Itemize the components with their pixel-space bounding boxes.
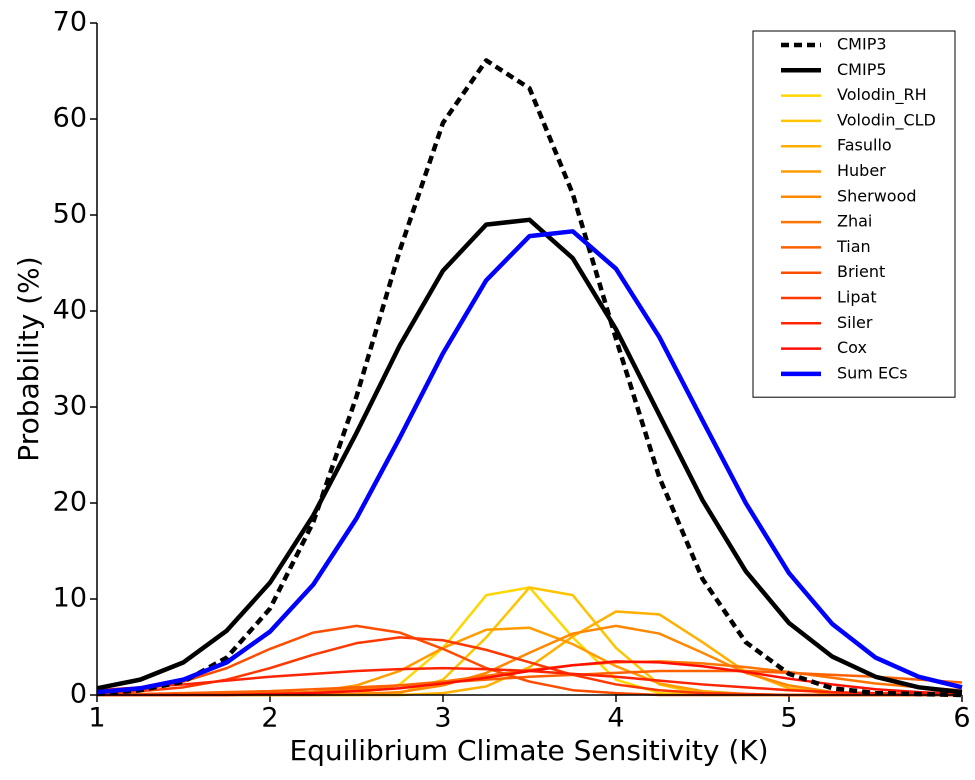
legend-label: Huber xyxy=(837,161,886,180)
legend: CMIP3 CMIP5 Volodin_RH Volodin_CLD Fasullo Hu… xyxy=(752,30,956,398)
y-tick-label: 60 xyxy=(53,103,87,134)
line xyxy=(96,58,963,698)
y-tick-label: 10 xyxy=(53,583,87,614)
legend-label: Volodin_RH xyxy=(837,85,927,105)
legend-label: Tian xyxy=(836,237,871,256)
legend-box xyxy=(752,30,956,398)
line xyxy=(97,669,963,696)
legend-label: CMIP3 xyxy=(837,35,887,54)
y-tick-label: 30 xyxy=(53,391,87,422)
x-tick-label: 3 xyxy=(434,703,451,734)
legend-label: Fasullo xyxy=(837,136,892,155)
y-tick-label: 0 xyxy=(70,679,87,710)
line xyxy=(96,217,963,695)
y-tick-label: 50 xyxy=(53,199,87,230)
legend-label: Sherwood xyxy=(837,186,917,205)
legend-label: Sum ECs xyxy=(837,363,908,382)
x-tick-label: 6 xyxy=(953,703,970,734)
x-tick-label: 1 xyxy=(88,703,105,734)
y-tick-label: 70 xyxy=(53,7,87,38)
y-tick-label: 20 xyxy=(53,487,87,518)
x-tick-label: 4 xyxy=(607,703,624,734)
legend-label: Volodin_CLD xyxy=(837,110,936,130)
y-axis-label: Probability (%) xyxy=(12,256,45,461)
legend-label: CMIP5 xyxy=(837,60,887,79)
x-axis-label: Equilibrium Climate Sensitivity (K) xyxy=(289,734,768,767)
legend-label: Lipat xyxy=(837,288,877,307)
line xyxy=(96,229,963,695)
x-tick-label: 2 xyxy=(261,703,278,734)
y-tick-label: 40 xyxy=(53,295,87,326)
x-tick-label: 5 xyxy=(780,703,797,734)
legend-label: Brient xyxy=(837,262,885,281)
legend-label: Cox xyxy=(837,338,867,357)
legend-label: Siler xyxy=(837,313,873,332)
legend-label: Zhai xyxy=(837,212,872,231)
